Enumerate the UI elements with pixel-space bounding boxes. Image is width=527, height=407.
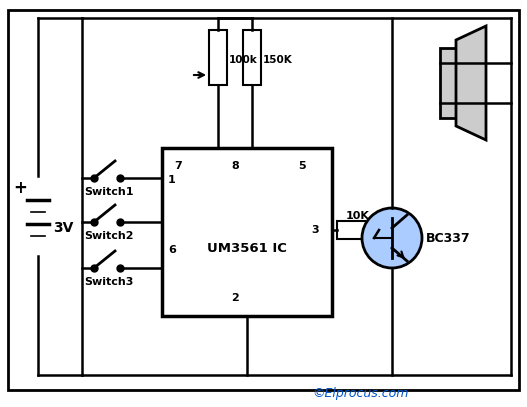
- Polygon shape: [456, 26, 486, 140]
- Text: Switch3: Switch3: [84, 277, 133, 287]
- Bar: [162, 148, 332, 316]
- Circle shape: [362, 208, 422, 268]
- Bar: [209, 30, 227, 85]
- Text: 100k: 100k: [229, 55, 258, 65]
- Text: Switch2: Switch2: [84, 231, 133, 241]
- Text: ©Elprocus.com: ©Elprocus.com: [312, 387, 408, 400]
- Text: BC337: BC337: [426, 232, 471, 245]
- Text: 1: 1: [168, 175, 176, 185]
- Text: UM3561 IC: UM3561 IC: [207, 242, 287, 255]
- Text: Switch1: Switch1: [84, 187, 133, 197]
- Text: 3: 3: [311, 225, 319, 235]
- Bar: [337, 221, 379, 239]
- Bar: [440, 48, 456, 118]
- Text: 5: 5: [298, 161, 306, 171]
- Text: +: +: [13, 179, 27, 197]
- Text: 6: 6: [168, 245, 176, 255]
- Text: 2: 2: [231, 293, 239, 303]
- Text: 7: 7: [174, 161, 182, 171]
- Text: 150K: 150K: [263, 55, 293, 65]
- Text: 3V: 3V: [53, 221, 73, 235]
- Bar: [243, 30, 261, 85]
- Text: 8: 8: [231, 161, 239, 171]
- Text: 10K: 10K: [346, 211, 370, 221]
